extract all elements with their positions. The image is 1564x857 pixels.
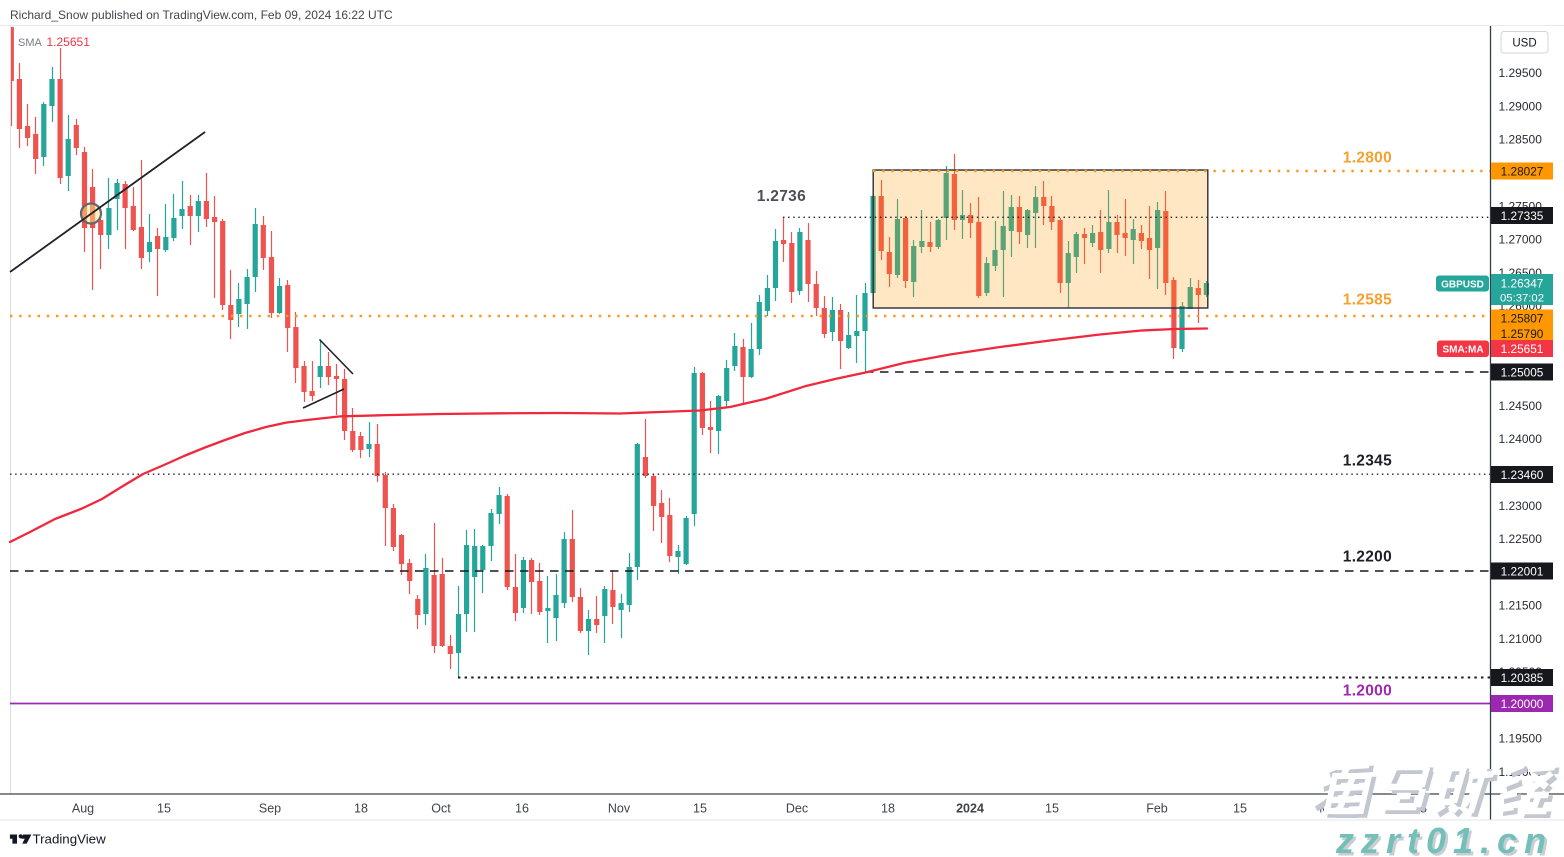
svg-text:1.28500: 1.28500 — [1499, 133, 1543, 147]
svg-text:TradingView: TradingView — [33, 832, 107, 847]
svg-text:Oct: Oct — [431, 802, 451, 816]
svg-text:SMA:MA: SMA:MA — [1442, 344, 1483, 355]
svg-text:1.22001: 1.22001 — [1501, 564, 1544, 578]
svg-text:1.20385: 1.20385 — [1501, 671, 1544, 685]
svg-text:1.2736: 1.2736 — [757, 188, 806, 205]
svg-text:1.26347: 1.26347 — [1501, 277, 1544, 291]
svg-text:15: 15 — [1045, 802, 1059, 816]
svg-text:1.19500: 1.19500 — [1499, 732, 1543, 746]
svg-text:1.2345: 1.2345 — [1343, 453, 1392, 470]
svg-text:1.2200: 1.2200 — [1343, 549, 1392, 566]
svg-text:Sep: Sep — [259, 802, 281, 816]
svg-text:1.29500: 1.29500 — [1499, 66, 1543, 80]
svg-text:1.25005: 1.25005 — [1501, 365, 1544, 379]
svg-text:zzrt01.cn: zzrt01.cn — [1338, 823, 1556, 857]
svg-text:1.25651: 1.25651 — [47, 35, 91, 49]
svg-text:1.21500: 1.21500 — [1499, 599, 1543, 613]
svg-text:18: 18 — [881, 802, 895, 816]
svg-text:Dec: Dec — [786, 802, 808, 816]
svg-text:1.25790: 1.25790 — [1501, 327, 1544, 341]
svg-text:1.27000: 1.27000 — [1499, 233, 1543, 247]
svg-text:15: 15 — [1233, 802, 1247, 816]
svg-text:15: 15 — [157, 802, 171, 816]
svg-text:1.25807: 1.25807 — [1501, 311, 1544, 325]
svg-text:Aug: Aug — [72, 802, 94, 816]
svg-text:1.29000: 1.29000 — [1499, 100, 1543, 114]
svg-text:16: 16 — [515, 802, 529, 816]
svg-text:1.2000: 1.2000 — [1343, 683, 1392, 700]
svg-text:1.28027: 1.28027 — [1501, 164, 1544, 178]
svg-text:1.23000: 1.23000 — [1499, 499, 1543, 513]
svg-text:Richard_Snow published on Trad: Richard_Snow published on TradingView.co… — [10, 8, 393, 22]
svg-text:1.24000: 1.24000 — [1499, 432, 1543, 446]
svg-text:18: 18 — [354, 802, 368, 816]
svg-text:1.20000: 1.20000 — [1501, 697, 1544, 711]
svg-text:05:37:02: 05:37:02 — [1500, 293, 1544, 305]
svg-text:zzrt01.cn: zzrt01.cn — [1335, 820, 1553, 857]
svg-text:USD: USD — [1512, 38, 1536, 50]
svg-text:SMA: SMA — [18, 37, 43, 49]
svg-text:15: 15 — [693, 802, 707, 816]
svg-text:1.2800: 1.2800 — [1343, 150, 1392, 167]
svg-text:1.24500: 1.24500 — [1499, 399, 1543, 413]
svg-text:Nov: Nov — [608, 802, 631, 816]
svg-text:1.21000: 1.21000 — [1499, 632, 1543, 646]
svg-text:1.25651: 1.25651 — [1501, 342, 1544, 356]
svg-text:1.22500: 1.22500 — [1499, 532, 1543, 546]
svg-text:1.23460: 1.23460 — [1501, 468, 1544, 482]
svg-text:2024: 2024 — [956, 802, 984, 816]
svg-text:Feb: Feb — [1146, 802, 1168, 816]
svg-text:GBPUSD: GBPUSD — [1441, 279, 1484, 290]
svg-text:1.2585: 1.2585 — [1343, 291, 1392, 308]
svg-text:1.27335: 1.27335 — [1501, 209, 1544, 223]
